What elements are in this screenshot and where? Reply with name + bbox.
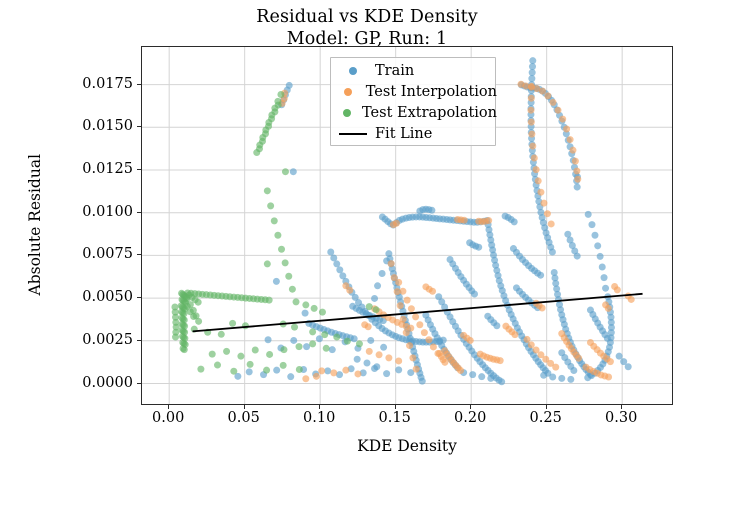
fit-line bbox=[192, 292, 643, 333]
x-tick-mark bbox=[168, 405, 170, 409]
legend-item-test-extrapolation: Test Extrapolation bbox=[331, 102, 497, 123]
title-block: Residual vs KDE Density Model: GP, Run: … bbox=[0, 6, 734, 50]
y-tick-label: 0.0100 bbox=[82, 203, 133, 220]
x-tick-label: 0.05 bbox=[227, 410, 260, 426]
y-tick-mark bbox=[137, 168, 141, 170]
legend-swatch-test-extrapolation bbox=[331, 108, 362, 117]
legend-swatch-test-interpolation bbox=[331, 87, 366, 96]
y-axis-label: Absolute Residual bbox=[26, 153, 44, 296]
y-tick-mark bbox=[137, 126, 141, 128]
legend-label-train: Train bbox=[375, 62, 415, 79]
legend-label-fit-line: Fit Line bbox=[375, 125, 433, 142]
plot-area bbox=[141, 46, 673, 405]
page-title: Residual vs KDE Density bbox=[256, 7, 478, 27]
y-tick-label: 0.0175 bbox=[82, 75, 133, 92]
y-tick-label: 0.0150 bbox=[82, 118, 133, 135]
y-tick-label: 0.0050 bbox=[82, 289, 133, 306]
y-tick-mark bbox=[137, 211, 141, 213]
legend-item-train: Train bbox=[331, 60, 497, 81]
legend-swatch-train bbox=[331, 66, 375, 75]
x-tick-mark bbox=[470, 405, 472, 409]
x-tick-label: 0.10 bbox=[303, 410, 336, 426]
legend-item-fit-line: Fit Line bbox=[331, 123, 497, 144]
legend-label-test-extrapolation: Test Extrapolation bbox=[362, 104, 497, 121]
x-axis-label: KDE Density bbox=[357, 437, 457, 455]
y-tick-label: 0.0075 bbox=[82, 246, 133, 263]
legend: Train Test Interpolation Test Extrapolat… bbox=[330, 57, 497, 146]
y-tick-mark bbox=[137, 254, 141, 256]
x-tick-label: 0.25 bbox=[529, 410, 562, 426]
y-tick-mark bbox=[137, 339, 141, 341]
x-tick-label: 0.00 bbox=[152, 410, 185, 426]
y-tick-mark bbox=[137, 297, 141, 299]
y-tick-mark bbox=[137, 83, 141, 85]
scatter-plot-svg bbox=[142, 47, 672, 404]
y-tick-label: 0.0125 bbox=[82, 160, 133, 177]
y-tick-label: 0.0000 bbox=[82, 374, 133, 391]
x-tick-label: 0.15 bbox=[378, 410, 411, 426]
chart-subtitle: Model: GP, Run: 1 bbox=[286, 29, 448, 49]
legend-swatch-fit-line bbox=[331, 132, 375, 135]
x-tick-label: 0.30 bbox=[605, 410, 638, 426]
x-tick-mark bbox=[394, 405, 396, 409]
scatter-points bbox=[171, 57, 635, 386]
x-tick-label: 0.20 bbox=[454, 410, 487, 426]
y-tick-label: 0.0025 bbox=[82, 331, 133, 348]
x-tick-mark bbox=[243, 405, 245, 409]
x-tick-mark bbox=[319, 405, 321, 409]
legend-label-test-interpolation: Test Interpolation bbox=[365, 83, 497, 100]
legend-item-test-interpolation: Test Interpolation bbox=[331, 81, 497, 102]
y-tick-mark bbox=[137, 382, 141, 384]
x-tick-mark bbox=[621, 405, 623, 409]
x-tick-mark bbox=[545, 405, 547, 409]
